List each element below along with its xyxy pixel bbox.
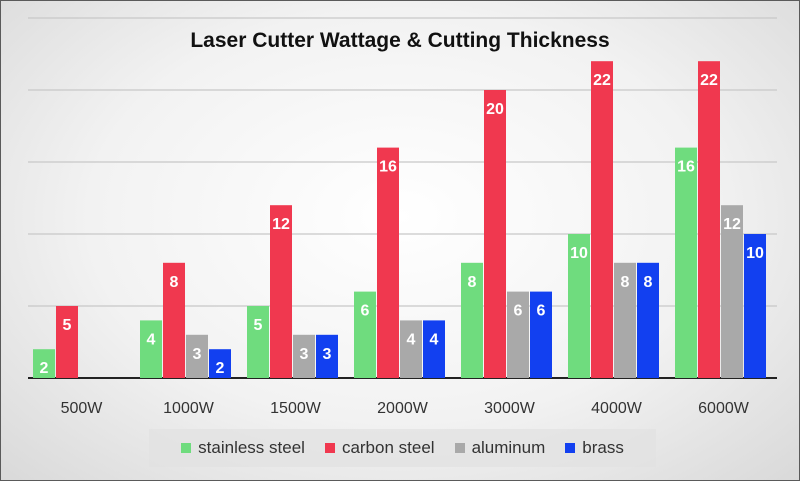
legend-item-stainless-steel: stainless steel (181, 438, 305, 458)
data-label: 12 (272, 216, 290, 233)
data-label: 22 (593, 72, 611, 89)
data-label: 8 (621, 274, 630, 291)
data-label: 10 (746, 245, 764, 262)
legend-item-brass: brass (565, 438, 624, 458)
bar-brass (530, 291, 552, 378)
bar-carbon-steel (56, 306, 78, 378)
bar-brass (744, 234, 766, 378)
chart-title: Laser Cutter Wattage & Cutting Thickness (190, 29, 610, 52)
data-label: 16 (677, 159, 695, 176)
data-label: 22 (700, 72, 718, 89)
legend-label-carbon-steel: carbon steel (341, 438, 435, 457)
data-label: 6 (514, 303, 523, 320)
bar-carbon-steel (698, 61, 720, 378)
bar-stainless-steel (247, 306, 269, 378)
legend-swatch-brass (565, 443, 576, 453)
bar-aluminum (186, 334, 208, 378)
bar-aluminum (293, 334, 315, 378)
bar-carbon-steel (163, 262, 185, 378)
x-tick-label: 2000W (377, 400, 429, 417)
x-tick-label: 6000W (698, 400, 750, 417)
bar-aluminum (400, 320, 422, 378)
x-tick-label: 1000W (163, 400, 215, 417)
bar-aluminum (721, 205, 743, 378)
bar-brass (316, 334, 338, 378)
data-label: 5 (63, 317, 72, 334)
legend-label-brass: brass (582, 438, 624, 457)
bar-stainless-steel (33, 349, 55, 378)
legend-swatch-stainless-steel (181, 443, 192, 453)
bar-aluminum (507, 291, 529, 378)
bar-brass (637, 262, 659, 378)
bar-carbon-steel (591, 61, 613, 378)
x-tick-label: 1500W (270, 400, 322, 417)
data-label: 4 (407, 331, 416, 348)
data-label: 8 (468, 274, 477, 291)
data-label: 3 (300, 346, 309, 363)
data-label: 8 (170, 274, 179, 291)
legend-item-aluminum: aluminum (454, 438, 546, 458)
data-label: 4 (430, 331, 439, 348)
bar-carbon-steel (270, 205, 292, 378)
x-tick-label: 3000W (484, 400, 536, 417)
legend-label-aluminum: aluminum (471, 438, 546, 457)
data-label: 20 (486, 101, 504, 118)
bar-aluminum (614, 262, 636, 378)
data-label: 12 (723, 216, 741, 233)
bar-stainless-steel (461, 262, 483, 378)
data-label: 10 (570, 245, 588, 262)
bar-brass (423, 320, 445, 378)
data-label: 2 (216, 360, 225, 377)
x-tick-label: 500W (61, 400, 104, 417)
data-label: 6 (361, 303, 370, 320)
x-tick-label: 4000W (591, 400, 643, 417)
legend-label-stainless-steel: stainless steel (198, 438, 305, 457)
legend-item-carbon-steel: carbon steel (324, 438, 435, 458)
chart-legend: stainless steel carbon steel aluminum br… (149, 429, 656, 467)
bar-carbon-steel (484, 90, 506, 378)
data-label: 8 (644, 274, 653, 291)
data-label: 2 (40, 360, 49, 377)
bar-stainless-steel (354, 291, 376, 378)
data-label: 3 (193, 346, 202, 363)
bar-stainless-steel (675, 147, 697, 378)
data-label: 3 (323, 346, 332, 363)
bar-stainless-steel (140, 320, 162, 378)
bar-stainless-steel (568, 234, 590, 378)
bar-brass (209, 349, 231, 378)
data-label: 4 (147, 331, 156, 348)
bar-carbon-steel (377, 147, 399, 378)
data-label: 5 (254, 317, 263, 334)
legend-swatch-aluminum (454, 443, 465, 453)
data-label: 16 (379, 159, 397, 176)
data-label: 6 (537, 303, 546, 320)
legend-swatch-carbon-steel (324, 443, 335, 453)
